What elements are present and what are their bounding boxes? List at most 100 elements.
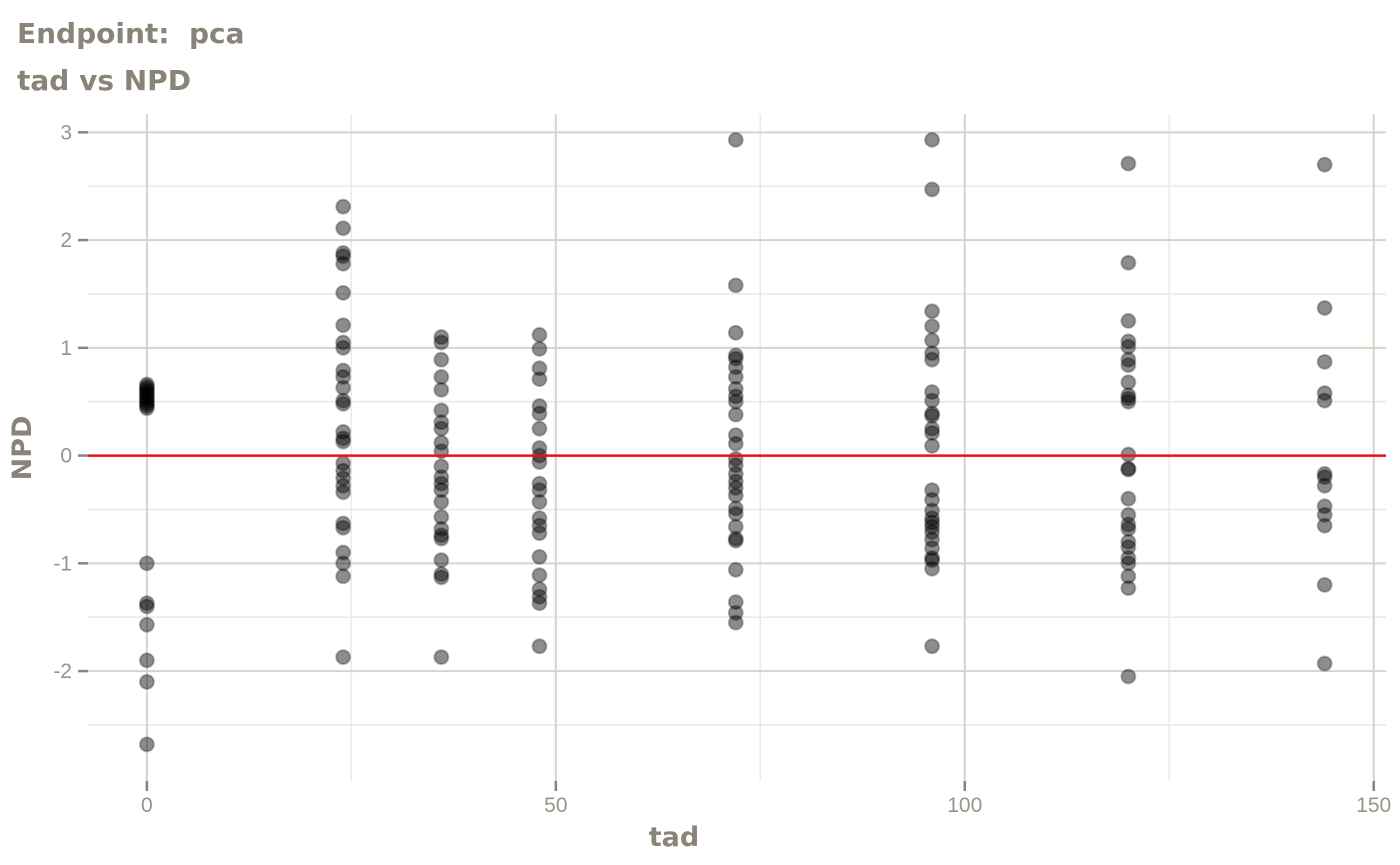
data-point [924,502,941,519]
data-point [335,555,352,572]
data-point [531,548,548,565]
data-point [138,616,155,633]
y-tick-label: 3 [60,121,72,144]
data-point [433,569,450,586]
data-point [924,407,941,424]
data-point [433,434,450,451]
data-point [1120,549,1137,566]
data-point [335,544,352,561]
data-point [138,376,155,393]
data-point [335,392,352,409]
data-point [531,638,548,655]
data-point [924,552,941,569]
data-point [727,479,744,496]
data-point [335,519,352,536]
data-point [531,398,548,415]
data-point [335,248,352,265]
data-point [1316,156,1333,173]
data-point [138,378,155,395]
data-point [433,527,450,544]
data-point [531,510,548,527]
data-point [1316,576,1333,593]
data-point [1120,333,1137,350]
data-point [531,454,548,471]
data-point [531,482,548,499]
data-point [138,389,155,406]
data-point [433,552,450,569]
data-point [433,475,450,492]
data-point [138,387,155,404]
y-tick-label: 0 [60,445,72,468]
data-point [924,181,941,198]
data-point [335,395,352,412]
data-point [1120,568,1137,585]
data-point [531,493,548,510]
data-point [727,277,744,294]
data-point [1120,520,1137,537]
data-point [1120,460,1137,477]
data-point [531,405,548,422]
data-point [335,568,352,585]
data-point [531,475,548,492]
data-point [1316,498,1333,515]
data-point [924,424,941,441]
y-tick-label: 1 [60,337,72,360]
data-point [433,493,450,510]
data-point [924,540,941,557]
data-point [433,482,450,499]
data-point [1120,668,1137,685]
data-point [433,368,450,385]
y-axis-title: NPD [7,416,38,481]
data-point [531,517,548,534]
data-point [924,345,941,362]
data-point [727,368,744,385]
data-point [433,566,450,583]
data-point [1120,490,1137,507]
data-point [924,518,941,535]
data-point [924,638,941,655]
data-point [727,500,744,517]
data-point [138,595,155,612]
data-point [335,649,352,666]
data-point [924,510,941,527]
data-point [335,255,352,272]
data-point [335,477,352,494]
data-point [138,391,155,408]
data-point [727,530,744,547]
data-point [1316,353,1333,370]
data-point [138,382,155,399]
data-point [335,433,352,450]
y-tick-label: -2 [53,660,72,683]
data-point [138,673,155,690]
data-point [335,317,352,334]
data-point [1120,254,1137,271]
y-tick-label: -1 [53,552,72,575]
data-point [1120,516,1137,533]
data-point [335,430,352,447]
data-point [335,462,352,479]
data-point [727,324,744,341]
data-point [433,402,450,419]
data-point [531,371,548,388]
data-point [924,405,941,422]
data-point [335,368,352,385]
data-point [1316,392,1333,409]
data-point [335,379,352,396]
data-point [1120,312,1137,329]
data-point [1120,351,1137,368]
data-point [924,392,941,409]
data-point [727,350,744,367]
x-tick-label: 100 [947,794,982,817]
data-point [727,473,744,490]
figure-subtitle: tad vs NPD [17,64,191,97]
data-point [924,332,941,349]
data-point [433,414,450,431]
data-point [727,604,744,621]
data-point [727,518,744,535]
data-point [1316,465,1333,482]
data-point [727,380,744,397]
data-point [433,509,450,526]
data-point [727,465,744,482]
data-point [924,514,941,531]
